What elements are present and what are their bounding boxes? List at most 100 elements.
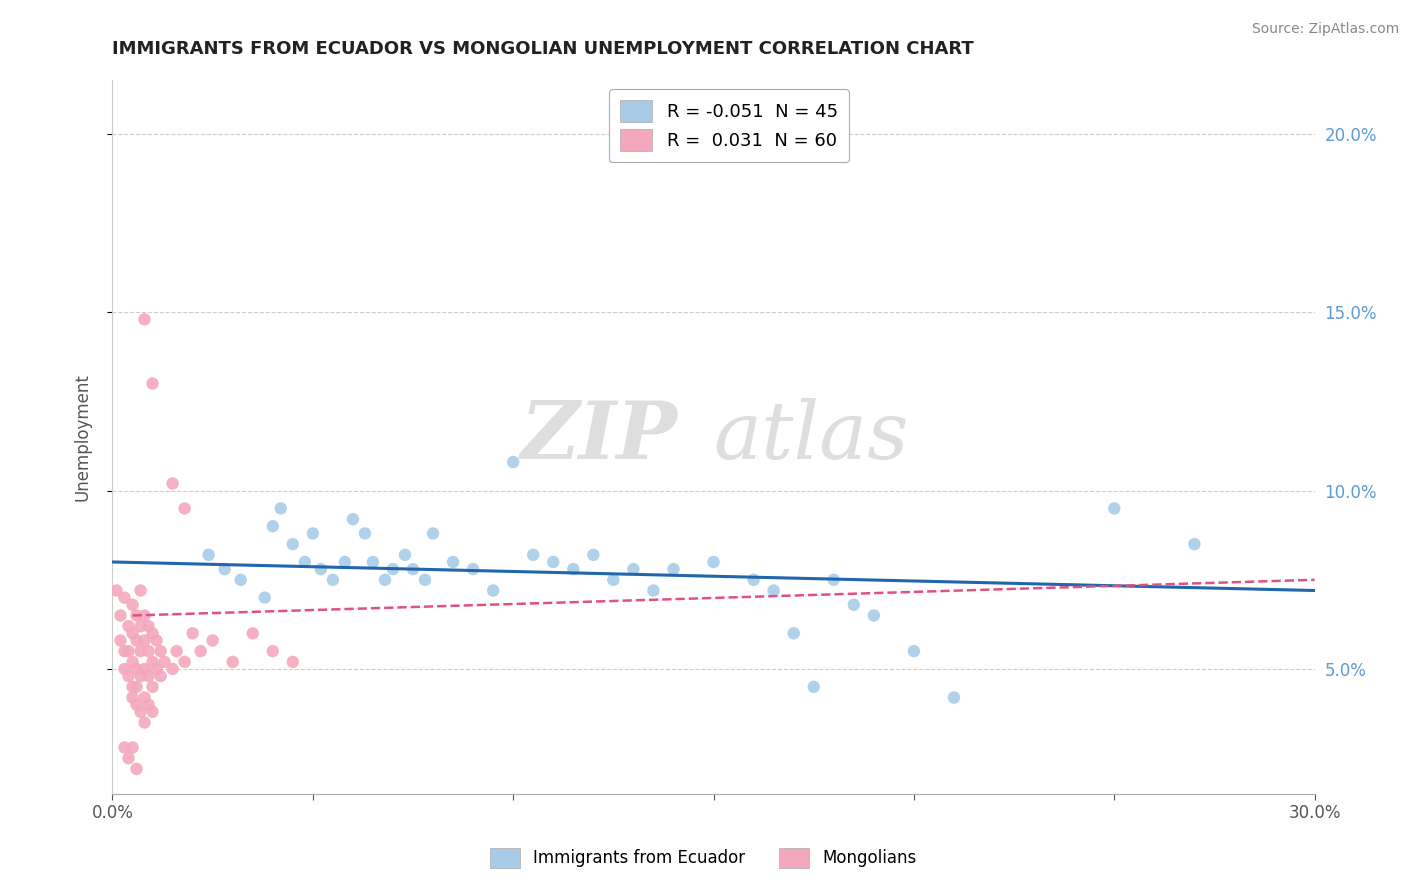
Text: IMMIGRANTS FROM ECUADOR VS MONGOLIAN UNEMPLOYMENT CORRELATION CHART: IMMIGRANTS FROM ECUADOR VS MONGOLIAN UNE… — [112, 40, 974, 58]
Point — [762, 583, 785, 598]
Point — [190, 644, 212, 658]
Point — [942, 690, 965, 705]
Point — [903, 644, 925, 658]
Legend: Immigrants from Ecuador, Mongolians: Immigrants from Ecuador, Mongolians — [484, 841, 922, 875]
Point — [134, 633, 156, 648]
Point — [201, 633, 224, 648]
Point — [281, 537, 304, 551]
Point — [145, 662, 167, 676]
Point — [134, 715, 156, 730]
Point — [422, 526, 444, 541]
Point — [145, 633, 167, 648]
Point — [402, 562, 425, 576]
Point — [214, 562, 236, 576]
Point — [125, 698, 148, 712]
Point — [1102, 501, 1125, 516]
Point — [309, 562, 332, 576]
Point — [121, 655, 143, 669]
Point — [253, 591, 276, 605]
Point — [222, 655, 245, 669]
Point — [262, 644, 284, 658]
Point — [134, 608, 156, 623]
Point — [141, 655, 163, 669]
Point — [117, 644, 139, 658]
Point — [543, 555, 565, 569]
Point — [782, 626, 804, 640]
Point — [162, 662, 184, 676]
Text: ZIP: ZIP — [520, 399, 678, 475]
Point — [141, 626, 163, 640]
Point — [149, 669, 172, 683]
Point — [138, 669, 160, 683]
Point — [129, 669, 152, 683]
Point — [121, 598, 143, 612]
Point — [803, 680, 825, 694]
Point — [482, 583, 505, 598]
Point — [562, 562, 585, 576]
Point — [582, 548, 605, 562]
Point — [121, 680, 143, 694]
Point — [1184, 537, 1206, 551]
Point — [138, 619, 160, 633]
Point — [173, 655, 195, 669]
Point — [242, 626, 264, 640]
Point — [129, 705, 152, 719]
Point — [173, 501, 195, 516]
Point — [125, 633, 148, 648]
Point — [354, 526, 377, 541]
Point — [702, 555, 725, 569]
Point — [322, 573, 344, 587]
Legend: R = -0.051  N = 45, R =  0.031  N = 60: R = -0.051 N = 45, R = 0.031 N = 60 — [609, 89, 849, 162]
Point — [141, 376, 163, 391]
Point — [197, 548, 219, 562]
Point — [742, 573, 765, 587]
Point — [502, 455, 524, 469]
Point — [125, 662, 148, 676]
Point — [643, 583, 665, 598]
Point — [441, 555, 464, 569]
Point — [117, 751, 139, 765]
Point — [138, 698, 160, 712]
Point — [117, 669, 139, 683]
Point — [374, 573, 396, 587]
Point — [294, 555, 316, 569]
Point — [110, 608, 132, 623]
Text: atlas: atlas — [713, 399, 908, 475]
Point — [121, 690, 143, 705]
Point — [129, 644, 152, 658]
Y-axis label: Unemployment: Unemployment — [73, 373, 91, 501]
Point — [141, 705, 163, 719]
Point — [129, 583, 152, 598]
Point — [522, 548, 544, 562]
Point — [153, 655, 176, 669]
Point — [134, 690, 156, 705]
Point — [229, 573, 252, 587]
Point — [270, 501, 292, 516]
Text: Source: ZipAtlas.com: Source: ZipAtlas.com — [1251, 22, 1399, 37]
Point — [134, 312, 156, 326]
Point — [863, 608, 886, 623]
Point — [181, 626, 204, 640]
Point — [662, 562, 685, 576]
Point — [262, 519, 284, 533]
Point — [114, 662, 136, 676]
Point — [823, 573, 845, 587]
Point — [162, 476, 184, 491]
Point — [394, 548, 416, 562]
Point — [121, 626, 143, 640]
Point — [125, 680, 148, 694]
Point — [149, 644, 172, 658]
Point — [333, 555, 356, 569]
Point — [114, 591, 136, 605]
Point — [125, 608, 148, 623]
Point — [105, 583, 128, 598]
Point — [382, 562, 405, 576]
Point — [602, 573, 624, 587]
Point — [129, 619, 152, 633]
Point — [413, 573, 436, 587]
Point — [166, 644, 188, 658]
Point — [121, 740, 143, 755]
Point — [281, 655, 304, 669]
Point — [134, 662, 156, 676]
Point — [361, 555, 384, 569]
